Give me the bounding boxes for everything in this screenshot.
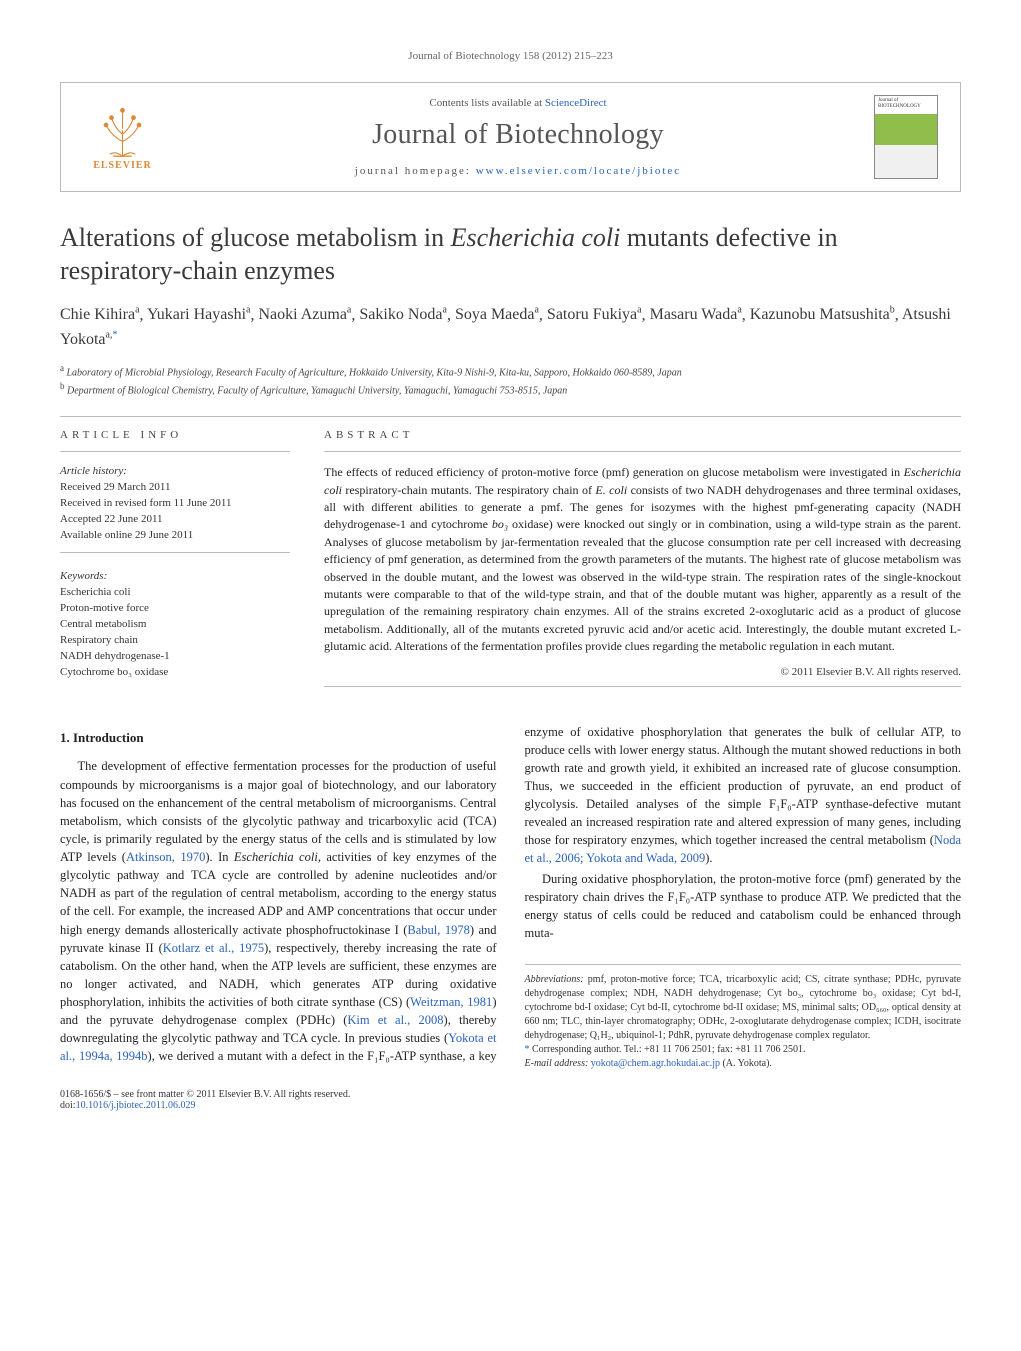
- homepage-prefix: journal homepage:: [355, 165, 476, 177]
- title-species: Escherichia coli: [451, 223, 621, 252]
- doi-line: doi:10.1016/j.jbiotec.2011.06.029: [60, 1100, 350, 1111]
- author: Sakiko Nodaa: [359, 306, 447, 323]
- article-info-column: ARTICLE INFO Article history: Received 2…: [60, 429, 290, 698]
- corresponding-author-footnote: * Corresponding author. Tel.: +81 11 706…: [525, 1043, 962, 1057]
- email-footnote: E-mail address: yokota@chem.agr.hokudai.…: [525, 1057, 962, 1071]
- keyword: Cytochrome bo₃ oxidase: [60, 665, 290, 681]
- corr-asterisk-link[interactable]: *: [525, 1044, 530, 1055]
- citation-link[interactable]: Kim et al., 2008: [347, 1013, 443, 1027]
- abbreviations-label: Abbreviations:: [525, 974, 584, 985]
- author-list: Chie Kihiraa, Yukari Hayashia, Naoki Azu…: [60, 303, 961, 352]
- cover-thumb-title: Journal of BIOTECHNOLOGY: [878, 98, 937, 109]
- citation-link[interactable]: Kotlarz et al., 1975: [163, 941, 264, 955]
- citation-link[interactable]: Weitzman, 1981: [410, 995, 492, 1009]
- running-head: Journal of Biotechnology 158 (2012) 215–…: [60, 50, 961, 62]
- article-title: Alterations of glucose metabolism in Esc…: [60, 222, 961, 287]
- author: Masaru Wadaa: [650, 306, 742, 323]
- affiliation: a Laboratory of Microbial Physiology, Re…: [60, 362, 961, 380]
- abstract-column: ABSTRACT The effects of reduced efficien…: [324, 429, 961, 698]
- abstract-rule: [324, 451, 961, 452]
- journal-cover-thumb-wrap: Journal of BIOTECHNOLOGY: [866, 95, 946, 179]
- keyword: Respiratory chain: [60, 633, 290, 649]
- body-two-column: 1. Introduction The development of effec…: [60, 723, 961, 1072]
- elsevier-tree-icon: [95, 103, 150, 158]
- abstract-bottom-rule: [324, 686, 961, 687]
- masthead: ELSEVIER Contents lists available at Sci…: [60, 82, 961, 192]
- sciencedirect-link[interactable]: ScienceDirect: [545, 97, 607, 109]
- front-matter-line: 0168-1656/$ – see front matter © 2011 El…: [60, 1089, 350, 1100]
- title-pre: Alterations of glucose metabolism in: [60, 223, 451, 252]
- abbreviations-footnote: Abbreviations: pmf, proton-motive force;…: [525, 973, 962, 1043]
- journal-homepage-line: journal homepage: www.elsevier.com/locat…: [170, 165, 866, 177]
- history-received: Received 29 March 2011: [60, 480, 290, 496]
- history-label: Article history:: [60, 464, 290, 480]
- author: Soya Maedaa: [455, 306, 539, 323]
- intro-heading: 1. Introduction: [60, 729, 497, 748]
- citation-link[interactable]: Atkinson, 1970: [126, 850, 205, 864]
- contents-lists-line: Contents lists available at ScienceDirec…: [170, 97, 866, 109]
- journal-cover-thumb: Journal of BIOTECHNOLOGY: [874, 95, 938, 179]
- footer-left: 0168-1656/$ – see front matter © 2011 El…: [60, 1089, 350, 1111]
- page-root: Journal of Biotechnology 158 (2012) 215–…: [0, 0, 1021, 1151]
- abstract-head: ABSTRACT: [324, 429, 961, 441]
- affiliation: b Department of Biological Chemistry, Fa…: [60, 380, 961, 398]
- info-abstract-row: ARTICLE INFO Article history: Received 2…: [60, 429, 961, 698]
- contents-prefix: Contents lists available at: [429, 97, 544, 109]
- article-info-head: ARTICLE INFO: [60, 429, 290, 441]
- history-revised: Received in revised form 11 June 2011: [60, 496, 290, 512]
- history-accepted: Accepted 22 June 2011: [60, 512, 290, 528]
- author: Satoru Fukiyaa: [547, 306, 642, 323]
- corr-email-link[interactable]: yokota@chem.agr.hokudai.ac.jp: [591, 1058, 720, 1069]
- author: Naoki Azumaa: [259, 306, 352, 323]
- author: Yukari Hayashia: [147, 306, 251, 323]
- keyword: NADH dehydrogenase-1: [60, 649, 290, 665]
- section-rule: [60, 416, 961, 417]
- keyword: Central metabolism: [60, 617, 290, 633]
- email-label: E-mail address:: [525, 1058, 589, 1069]
- article-history: Article history: Received 29 March 2011 …: [60, 464, 290, 544]
- author: Kazunobu Matsushitab: [750, 306, 895, 323]
- keywords-block: Keywords: Escherichia coli Proton-motive…: [60, 569, 290, 681]
- abstract-copyright: © 2011 Elsevier B.V. All rights reserved…: [324, 666, 961, 678]
- page-footer: 0168-1656/$ – see front matter © 2011 El…: [60, 1089, 961, 1111]
- publisher-logo-text: ELSEVIER: [93, 160, 152, 171]
- keyword: Proton-motive force: [60, 601, 290, 617]
- author: Chie Kihiraa: [60, 306, 140, 323]
- journal-name: Journal of Biotechnology: [170, 119, 866, 151]
- info-rule: [60, 451, 290, 452]
- info-rule: [60, 552, 290, 553]
- affiliations: a Laboratory of Microbial Physiology, Re…: [60, 362, 961, 399]
- masthead-center: Contents lists available at ScienceDirec…: [170, 97, 866, 177]
- doi-link[interactable]: 10.1016/j.jbiotec.2011.06.029: [76, 1100, 196, 1111]
- abstract-text: The effects of reduced efficiency of pro…: [324, 464, 961, 655]
- intro-paragraph: During oxidative phosphorylation, the pr…: [525, 870, 962, 943]
- corresponding-author-link[interactable]: *: [112, 329, 117, 340]
- citation-link[interactable]: Babul, 1978: [407, 923, 469, 937]
- keyword: Escherichia coli: [60, 585, 290, 601]
- keywords-label: Keywords:: [60, 569, 290, 585]
- journal-homepage-link[interactable]: www.elsevier.com/locate/jbiotec: [476, 165, 681, 177]
- publisher-logo-block: ELSEVIER: [75, 103, 170, 171]
- footnotes-block: Abbreviations: pmf, proton-motive force;…: [525, 964, 962, 1071]
- history-online: Available online 29 June 2011: [60, 528, 290, 544]
